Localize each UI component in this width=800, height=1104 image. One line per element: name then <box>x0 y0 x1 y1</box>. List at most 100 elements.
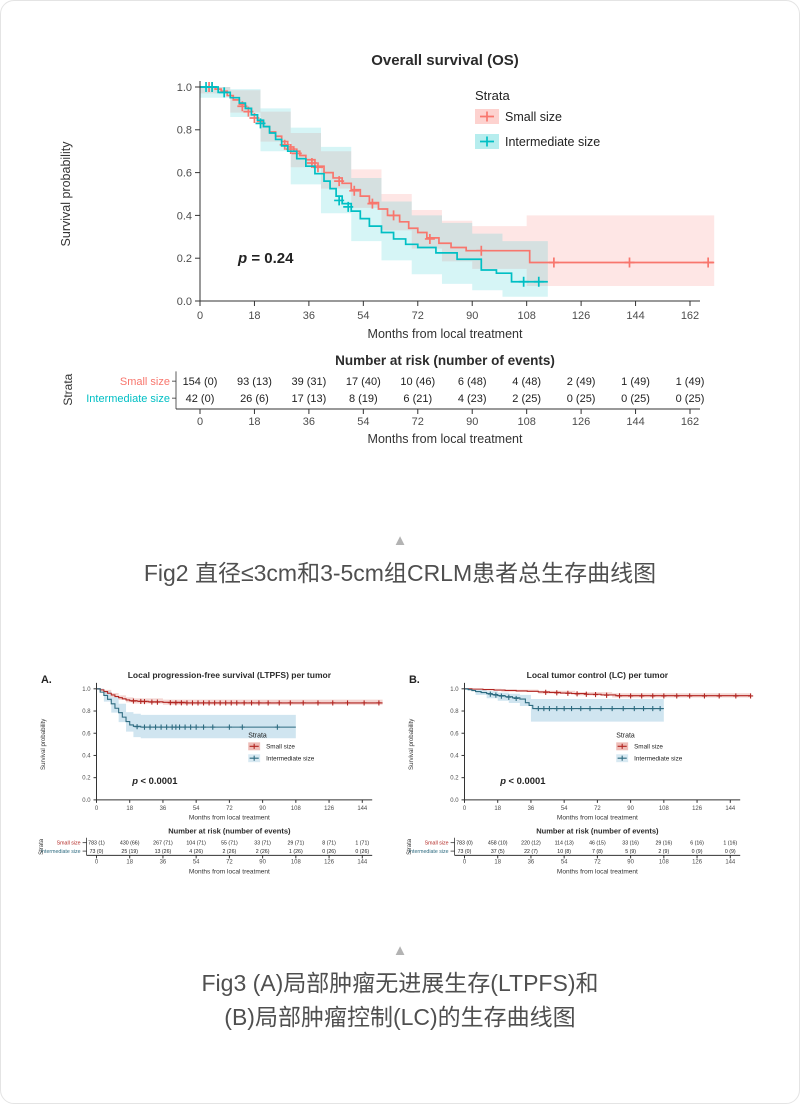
risk-row-label: Intermediate size <box>41 848 81 854</box>
svg-text:0: 0 <box>95 805 99 811</box>
svg-text:1.0: 1.0 <box>177 82 192 94</box>
risk-cell: 0 (9) <box>692 848 703 854</box>
triangle-up-icon: ▲ <box>392 941 408 959</box>
svg-text:18: 18 <box>248 310 260 322</box>
svg-text:72: 72 <box>226 859 233 865</box>
svg-text:108: 108 <box>291 805 302 811</box>
figure-fig3: 0.0 0.2 0.4 0.6 0.8 1.0 0 18 36 54 72 90 108 126 144 Lo… <box>1 665 799 885</box>
chart-title: Local tumor control (LC) per tumor <box>527 669 669 679</box>
risk-cell: 39 (31) <box>291 376 326 388</box>
risk-cell: 8 (19) <box>349 393 378 405</box>
svg-text:0.0: 0.0 <box>82 797 91 803</box>
svg-text:0.0: 0.0 <box>177 296 192 308</box>
svg-text:108: 108 <box>291 859 302 865</box>
censor-mark <box>533 276 544 287</box>
svg-text:18: 18 <box>126 805 133 811</box>
svg-text:72: 72 <box>226 805 233 811</box>
risk-cell: 17 (40) <box>346 376 381 388</box>
censor-mark <box>548 257 559 268</box>
risk-cell: 37 (5) <box>491 848 505 854</box>
risk-cell: 55 (71) <box>221 840 238 846</box>
p-value: p < 0.0001 <box>131 775 177 786</box>
svg-text:126: 126 <box>692 805 703 811</box>
censor-mark <box>239 724 245 730</box>
censor-mark <box>206 699 212 705</box>
svg-text:0.6: 0.6 <box>177 167 192 179</box>
svg-text:108: 108 <box>517 310 535 322</box>
censor-mark <box>217 699 223 705</box>
risk-cell: 0 (25) <box>676 393 705 405</box>
risk-cell: 104 (71) <box>186 840 206 846</box>
risk-row-label: Small size <box>425 840 449 846</box>
censor-mark <box>223 699 229 705</box>
censor-mark <box>493 692 499 698</box>
svg-text:36: 36 <box>160 859 167 865</box>
censor-mark <box>226 724 232 730</box>
svg-text:90: 90 <box>627 859 634 865</box>
risk-row-label: Intermediate size <box>86 393 170 405</box>
censor-mark <box>276 699 282 705</box>
censor-mark <box>498 693 504 699</box>
censor-mark <box>167 699 173 705</box>
figure-fig2: 0.0 0.2 0.4 0.6 0.8 1.0 0 18 36 54 72 90 108 126 144 16… <box>1 43 799 447</box>
censor-mark <box>274 724 280 730</box>
p-value: p < 0.0001 <box>499 775 545 786</box>
risk-row-label: Intermediate size <box>409 848 449 854</box>
risk-cell: 6 (21) <box>403 393 432 405</box>
risk-cell: 25 (19) <box>121 848 138 854</box>
ci-band <box>200 87 548 297</box>
risk-cell: 430 (66) <box>120 840 140 846</box>
svg-text:90: 90 <box>259 805 266 811</box>
risk-cell: 17 (13) <box>291 393 326 405</box>
svg-text:144: 144 <box>626 310 644 322</box>
svg-text:0.0: 0.0 <box>450 797 459 803</box>
fig3-caption-line2: (B)局部肿瘤控制(LC)的生存曲线图 <box>224 1004 576 1031</box>
censor-mark <box>661 692 667 698</box>
risk-cell: 13 (26) <box>155 848 172 854</box>
svg-text:144: 144 <box>725 859 736 865</box>
strata-axis-label: Strata <box>61 373 75 405</box>
risk-cell: 1 (71) <box>355 840 369 846</box>
risk-cell: 6 (16) <box>690 840 704 846</box>
risk-cell: 2 (49) <box>567 376 596 388</box>
censor-mark <box>188 724 194 730</box>
censor-mark <box>376 699 382 705</box>
strata-axis-label: Strata <box>39 838 45 855</box>
legend-title: Strata <box>616 732 635 739</box>
collapse-control-fig2[interactable]: ▲ <box>1 533 799 548</box>
panel-label: A. <box>41 673 52 685</box>
censor-mark <box>147 724 153 730</box>
x-axis-label: Months from local treatment <box>189 814 270 821</box>
censor-mark <box>334 195 345 206</box>
svg-text:126: 126 <box>572 416 590 428</box>
svg-text:0.8: 0.8 <box>177 125 192 137</box>
risk-cell: 2 (26) <box>223 848 237 854</box>
censor-mark <box>687 692 693 698</box>
svg-text:0: 0 <box>463 859 467 865</box>
chart-title: Local progression-free survival (LTPFS) … <box>128 669 332 679</box>
censor-mark <box>173 699 179 705</box>
censor-mark <box>212 699 218 705</box>
risk-cell: 2 (9) <box>658 848 669 854</box>
risk-cell: 8 (71) <box>322 840 336 846</box>
censor-mark <box>219 87 230 98</box>
svg-text:90: 90 <box>627 805 634 811</box>
risk-table-title: Number at risk (number of events) <box>335 353 555 368</box>
svg-text:0.6: 0.6 <box>82 731 91 737</box>
risk-table-x-label: Months from local treatment <box>557 868 638 875</box>
censor-mark <box>182 724 188 730</box>
censor-mark <box>149 698 155 705</box>
risk-row-label: Small size <box>120 376 170 388</box>
censor-mark <box>361 699 367 705</box>
censor-mark <box>241 699 247 705</box>
ci-band <box>96 688 383 705</box>
svg-text:36: 36 <box>528 805 535 811</box>
censor-mark <box>200 724 207 730</box>
collapse-control-fig3[interactable]: ▲ <box>1 943 799 958</box>
svg-text:54: 54 <box>357 310 369 322</box>
censor-mark <box>583 691 589 697</box>
censor-mark <box>344 699 351 705</box>
svg-text:54: 54 <box>193 859 200 865</box>
risk-table-title: Number at risk (number of events) <box>536 826 659 835</box>
svg-text:54: 54 <box>193 805 200 811</box>
